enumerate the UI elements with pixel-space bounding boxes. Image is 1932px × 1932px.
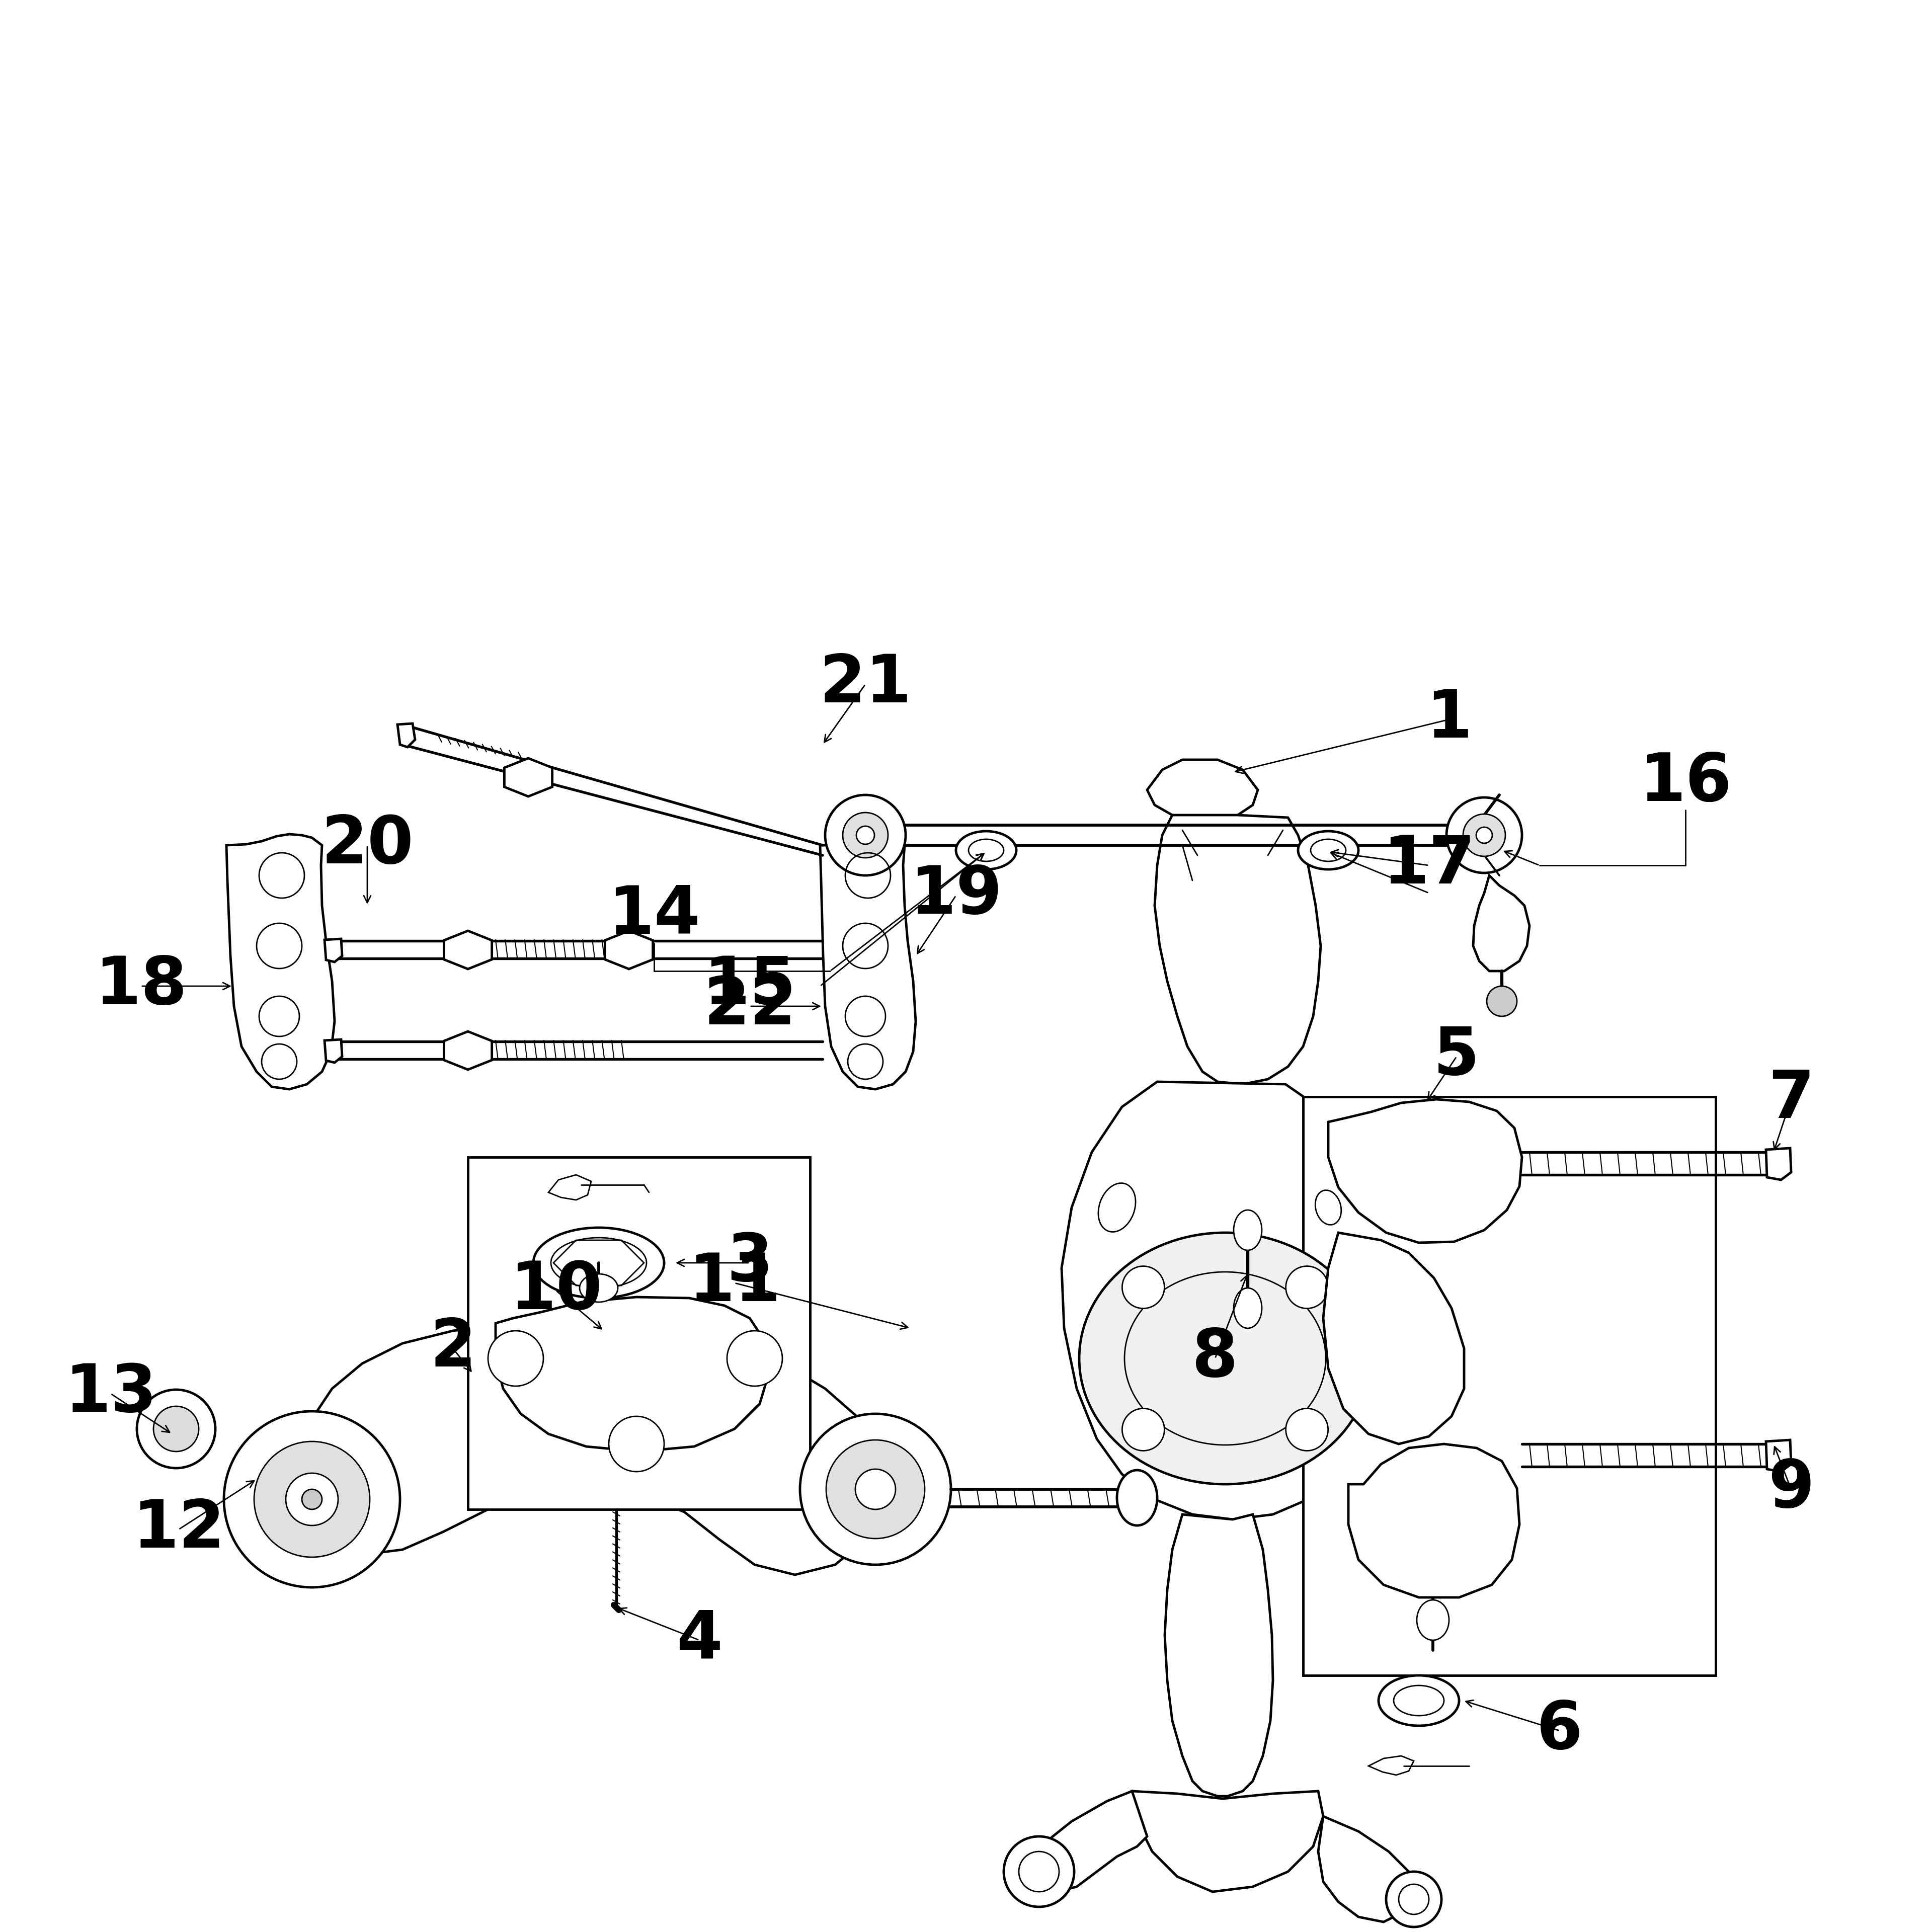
Polygon shape [605, 931, 653, 970]
Polygon shape [444, 1032, 493, 1070]
Circle shape [489, 1331, 543, 1385]
Polygon shape [819, 835, 916, 1090]
Ellipse shape [580, 1273, 618, 1302]
Circle shape [856, 1468, 896, 1509]
Circle shape [137, 1389, 214, 1468]
Polygon shape [1318, 1816, 1414, 1922]
Text: 11: 11 [688, 1252, 781, 1316]
Text: 19: 19 [910, 864, 1003, 927]
Polygon shape [1766, 1148, 1791, 1180]
Circle shape [1122, 1408, 1165, 1451]
Text: 14: 14 [609, 883, 699, 947]
Ellipse shape [1080, 1233, 1372, 1484]
Circle shape [800, 1414, 951, 1565]
Ellipse shape [1298, 831, 1358, 869]
Circle shape [1287, 1408, 1327, 1451]
Circle shape [224, 1410, 400, 1588]
Circle shape [1476, 827, 1492, 842]
Text: 5: 5 [1434, 1024, 1480, 1088]
Polygon shape [504, 757, 553, 796]
Polygon shape [1349, 1443, 1519, 1598]
Polygon shape [1766, 1439, 1791, 1472]
Ellipse shape [533, 1227, 665, 1298]
Polygon shape [1036, 1791, 1148, 1891]
Polygon shape [1132, 1791, 1323, 1891]
Text: 8: 8 [1192, 1327, 1238, 1391]
Circle shape [1447, 798, 1522, 873]
Circle shape [842, 813, 889, 858]
Circle shape [827, 1439, 925, 1538]
Polygon shape [398, 723, 415, 748]
Circle shape [726, 1331, 782, 1385]
Circle shape [301, 1490, 323, 1509]
Text: 9: 9 [1768, 1457, 1814, 1520]
Bar [468, 1157, 810, 1509]
Circle shape [1488, 985, 1517, 1016]
Text: 3: 3 [726, 1231, 773, 1294]
Polygon shape [1155, 815, 1321, 1084]
Polygon shape [497, 1296, 769, 1451]
Text: 20: 20 [321, 813, 413, 877]
Circle shape [255, 1441, 369, 1557]
Text: 10: 10 [510, 1258, 603, 1323]
Polygon shape [1329, 1099, 1522, 1242]
Text: 18: 18 [95, 954, 187, 1018]
Text: 2: 2 [429, 1316, 475, 1379]
Circle shape [1463, 813, 1505, 856]
Circle shape [1005, 1837, 1074, 1907]
Text: 16: 16 [1638, 750, 1731, 813]
Circle shape [609, 1416, 665, 1472]
Polygon shape [1165, 1515, 1273, 1797]
Ellipse shape [1235, 1289, 1262, 1329]
Text: 15: 15 [703, 954, 796, 1018]
Text: 21: 21 [819, 653, 912, 717]
Circle shape [1287, 1265, 1327, 1308]
Polygon shape [325, 1039, 342, 1063]
Polygon shape [301, 1321, 885, 1575]
Text: 16: 16 [1638, 750, 1731, 813]
Ellipse shape [1235, 1209, 1262, 1250]
Ellipse shape [1379, 1675, 1459, 1725]
Bar [1302, 1097, 1716, 1675]
Text: 1: 1 [1426, 688, 1472, 752]
Text: 12: 12 [133, 1497, 224, 1561]
Text: 6: 6 [1536, 1698, 1582, 1762]
Text: 17: 17 [1383, 833, 1476, 896]
Text: 13: 13 [64, 1362, 156, 1426]
Circle shape [286, 1472, 338, 1526]
Text: 17: 17 [1383, 833, 1476, 896]
Polygon shape [1323, 1233, 1464, 1443]
Polygon shape [1061, 1082, 1385, 1519]
Circle shape [153, 1406, 199, 1451]
Polygon shape [1472, 875, 1530, 972]
Polygon shape [1148, 759, 1258, 819]
Circle shape [856, 827, 875, 844]
Circle shape [825, 794, 906, 875]
Polygon shape [444, 931, 493, 970]
Ellipse shape [1117, 1470, 1157, 1526]
Ellipse shape [956, 831, 1016, 869]
Text: 22: 22 [703, 974, 796, 1037]
Text: 4: 4 [676, 1607, 723, 1671]
Polygon shape [325, 939, 342, 962]
Ellipse shape [1416, 1600, 1449, 1640]
Text: 7: 7 [1768, 1066, 1814, 1132]
Circle shape [1385, 1872, 1441, 1926]
Polygon shape [226, 835, 334, 1090]
Circle shape [1122, 1265, 1165, 1308]
